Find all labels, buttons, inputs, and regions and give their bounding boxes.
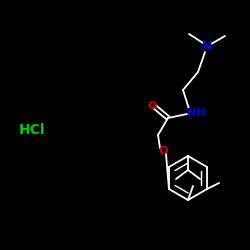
Text: HCl: HCl: [19, 123, 45, 137]
Text: N: N: [202, 40, 212, 54]
Text: NH: NH: [187, 108, 205, 118]
Text: O: O: [147, 101, 157, 111]
Text: O: O: [158, 146, 168, 156]
